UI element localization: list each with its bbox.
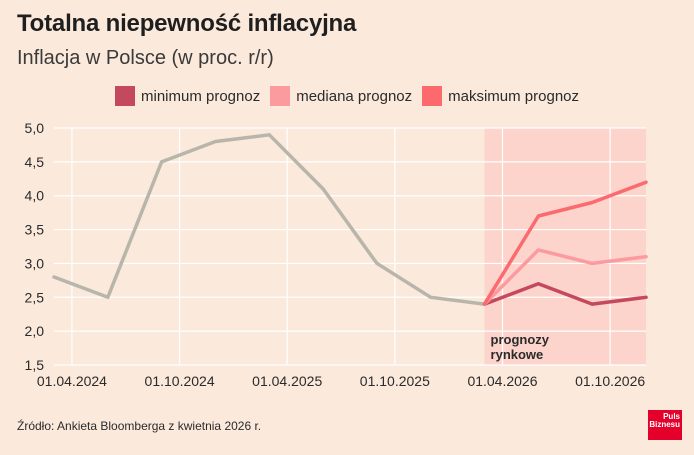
legend-swatch-minimum [115,86,135,106]
forecast-annotation-line-1: prognozy [491,332,550,347]
chart-subtitle: Inflacja w Polsce (w proc. r/r) [17,47,274,69]
y-tick-label: 2,5 [25,289,45,305]
logo-line-1: Puls [663,412,680,421]
x-tick-label: 01.04.2026 [467,373,537,389]
y-tick-label: 3,0 [25,255,45,271]
y-tick-label: 2,0 [25,323,45,339]
legend-item-minimum: minimum prognoz [115,86,260,106]
y-tick-label: 4,5 [25,154,45,170]
legend-label-minimum: minimum prognoz [141,87,261,105]
legend-item-median: mediana prognoz [270,86,412,106]
legend-swatch-maximum [422,86,443,106]
source-note: Źródło: Ankieta Bloomberga z kwietnia 20… [17,419,262,433]
logo-line-2: Biznesu [649,420,680,429]
x-tick-label: 01.10.2026 [575,373,645,389]
y-tick-label: 1,5 [25,357,45,373]
puls-biznesu-logo: Puls Biznesu [648,410,682,440]
y-tick-label: 5,0 [25,120,45,136]
median-forecast-line [482,248,648,306]
x-tick-label: 01.10.2025 [360,373,430,389]
y-tick-label: 4,0 [25,188,45,204]
legend-label-maximum: maksimum prognoz [448,87,580,105]
historical-inflation-line [52,133,487,306]
legend-swatch-median [270,86,291,106]
y-tick-label: 3,5 [25,222,45,238]
maximum-forecast-line [482,180,648,306]
x-tick-label: 01.10.2024 [145,373,215,389]
legend-item-maximum: maksimum prognoz [422,86,579,106]
x-tick-label: 01.04.2025 [252,373,322,389]
legend: minimum prognoz mediana prognoz maksimum… [115,86,589,106]
forecast-annotation-line-2: rynkowe [491,347,544,362]
legend-label-median: mediana prognoz [296,87,413,105]
x-tick-label: 01.04.2024 [37,373,107,389]
forecast-band [484,128,646,365]
minimum-forecast-line [482,281,648,306]
chart-title: Totalna niepewność inflacyjna [17,10,357,37]
